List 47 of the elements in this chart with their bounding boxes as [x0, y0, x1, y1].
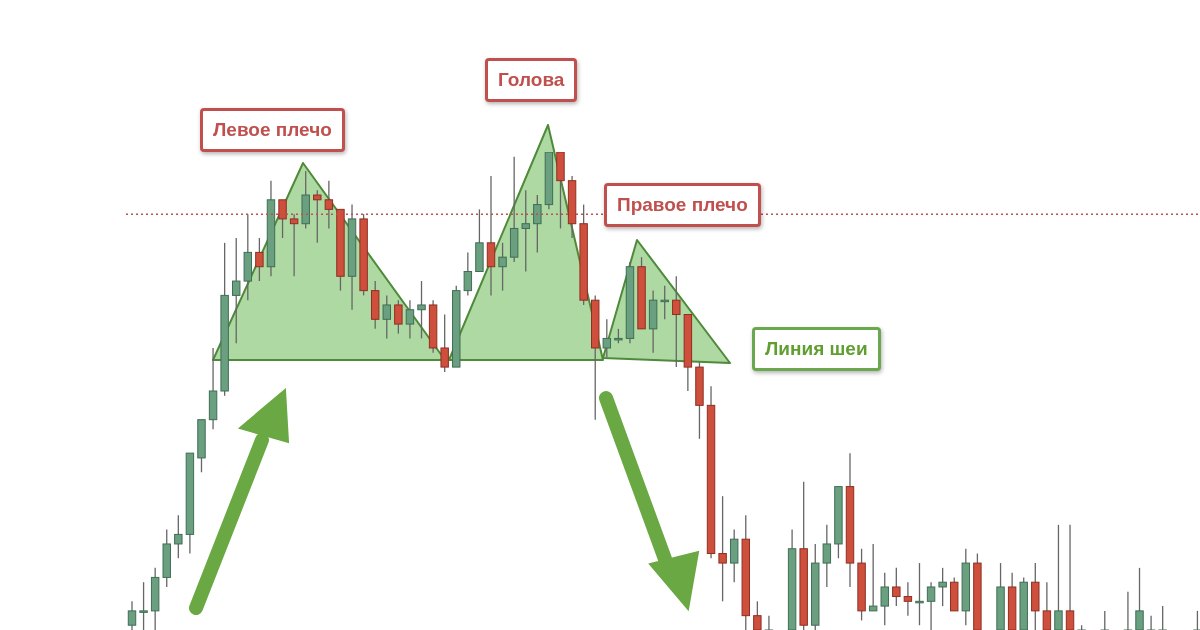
candlestick — [1158, 605, 1167, 630]
candlestick — [486, 175, 496, 297]
candlestick — [174, 514, 183, 559]
candlestick — [521, 189, 530, 273]
candlestick — [903, 581, 913, 617]
text: Голова — [485, 58, 578, 102]
candlestick — [1135, 567, 1144, 630]
candlestick — [463, 251, 473, 297]
candlestick — [394, 299, 403, 335]
candlestick — [1100, 610, 1109, 630]
annotation: Линия шеи — [752, 327, 881, 371]
candlestick — [1042, 581, 1052, 630]
candlestick — [822, 524, 832, 588]
candlestick — [672, 275, 681, 368]
candlestick — [417, 280, 426, 340]
candlestick — [255, 237, 264, 282]
candlestick — [324, 180, 334, 230]
candlestick — [880, 571, 889, 626]
candlestick — [1065, 524, 1075, 630]
candlestick — [915, 562, 924, 626]
candlestick — [313, 189, 322, 244]
candlestick — [405, 299, 415, 340]
candlestick — [382, 294, 391, 340]
candlestick — [753, 600, 762, 630]
candlestick — [139, 581, 148, 630]
candlestick — [278, 199, 287, 239]
candlestick — [440, 313, 449, 373]
candlestick — [1193, 610, 1200, 630]
candlestick — [938, 567, 947, 607]
candlestick — [1123, 591, 1133, 630]
candlestick — [718, 495, 727, 602]
candlestick — [533, 194, 542, 254]
annotation: Правое плечо — [604, 183, 761, 227]
candlestick — [868, 543, 878, 612]
candlestick — [127, 600, 137, 630]
candlestick — [498, 242, 507, 292]
candlestick — [660, 285, 669, 320]
candlestick — [602, 318, 612, 359]
candlestick — [289, 213, 299, 277]
candlestick — [764, 615, 774, 630]
candlestick — [232, 237, 241, 344]
candlestick — [1054, 524, 1063, 630]
candlestick — [926, 581, 936, 630]
candlestick — [1146, 615, 1156, 630]
text: Левое плечо — [200, 108, 345, 152]
candlestick — [729, 528, 739, 583]
candlestick — [892, 567, 901, 607]
